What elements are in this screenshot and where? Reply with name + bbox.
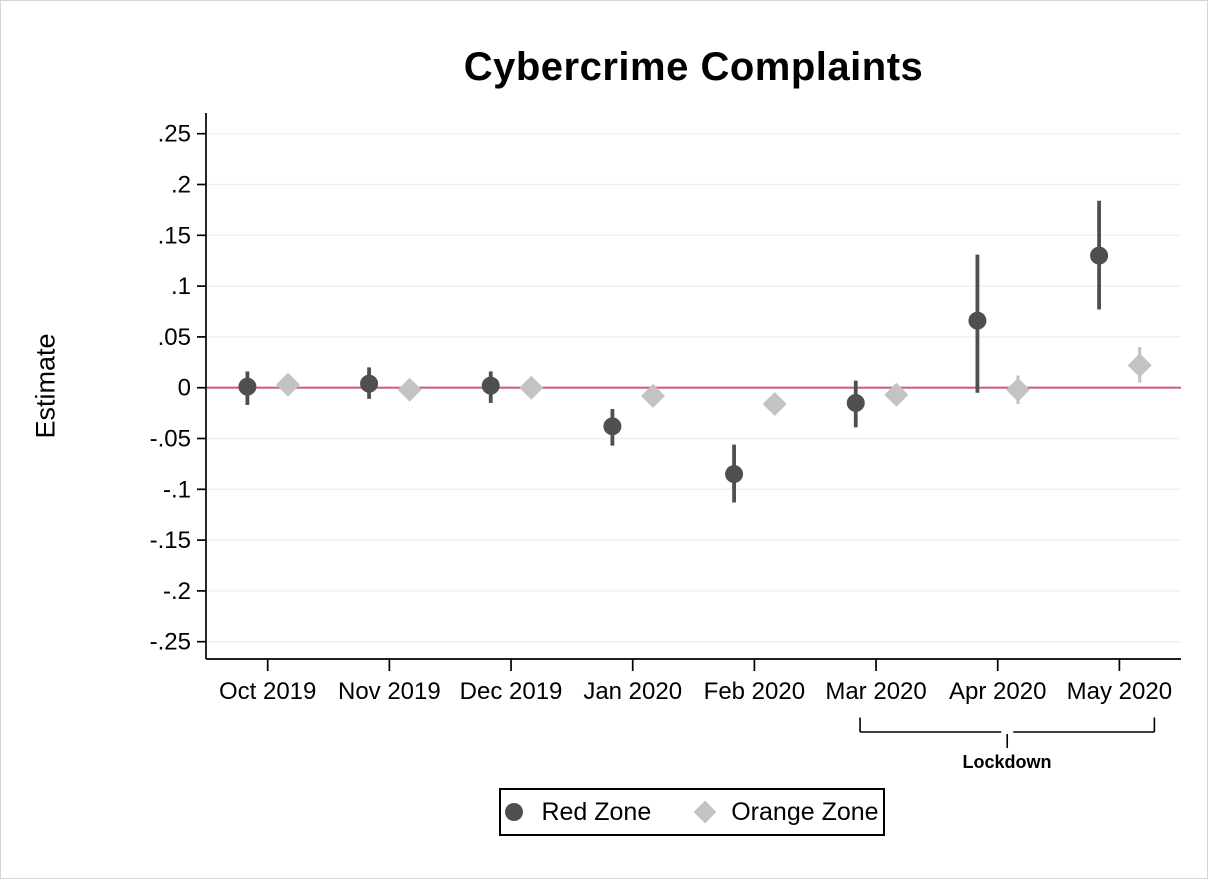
orange-zone-point — [276, 372, 300, 397]
orange-zone-point — [397, 377, 422, 402]
chart-title: Cybercrime Complaints — [463, 45, 924, 89]
red-zone-point — [481, 376, 500, 395]
y-tick-label: .2 — [171, 172, 191, 199]
y-tick-label: 0 — [178, 375, 191, 402]
legend: Red Zone Orange Zone — [499, 788, 885, 836]
y-tick-label: -.1 — [163, 476, 191, 503]
orange-zone-point — [1127, 353, 1152, 378]
x-tick-label: May 2020 — [1067, 678, 1172, 705]
legend-label-orange-zone: Orange Zone — [731, 797, 879, 826]
orange-zone-point — [641, 383, 666, 408]
red-zone-point — [725, 465, 744, 484]
x-tick-label: Dec 2019 — [460, 678, 563, 705]
legend-label-red-zone: Red Zone — [541, 797, 652, 826]
y-tick-label: .15 — [158, 222, 191, 249]
legend-item-red-zone: Red Zone — [505, 798, 651, 827]
x-tick-label: Feb 2020 — [704, 678, 805, 705]
red-zone-point — [846, 393, 865, 412]
x-tick-label: Mar 2020 — [825, 678, 926, 705]
y-tick-label: -.15 — [150, 527, 191, 554]
x-tick-label: Nov 2019 — [338, 678, 441, 705]
legend-item-orange-zone: Orange Zone — [693, 797, 879, 827]
y-tick-label: .25 — [158, 121, 191, 148]
y-tick-label: -.2 — [163, 578, 191, 605]
red-zone-point — [1090, 246, 1109, 265]
x-tick-label: Apr 2020 — [949, 678, 1046, 705]
orange-zone-diamond-icon — [693, 800, 717, 824]
orange-zone-point — [519, 375, 544, 400]
y-tick-label: .1 — [171, 273, 191, 300]
orange-zone-point — [762, 391, 787, 416]
red-zone-point — [238, 377, 257, 396]
y-tick-label: .05 — [158, 324, 191, 351]
orange-zone-point — [1006, 377, 1031, 402]
orange-zone-point — [884, 382, 909, 407]
x-tick-label: Jan 2020 — [583, 678, 682, 705]
x-tick-label: Oct 2019 — [219, 678, 316, 705]
red-zone-point — [360, 374, 379, 393]
red-zone-point — [968, 311, 987, 330]
y-tick-label: -.25 — [150, 629, 191, 656]
y-tick-label: -.05 — [150, 426, 191, 453]
red-zone-circle-icon — [505, 803, 524, 821]
lockdown-annotation-label: Lockdown — [962, 752, 1052, 772]
red-zone-point — [603, 417, 622, 436]
